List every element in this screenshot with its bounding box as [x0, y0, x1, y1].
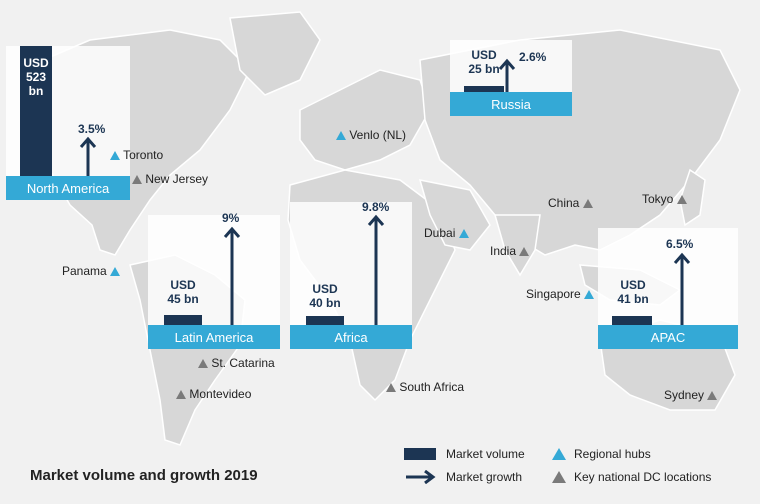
apac-volume-label: USD 41 bn: [617, 278, 649, 306]
europe-land: [299, 69, 431, 171]
location-tokyo: Tokyo: [642, 192, 687, 206]
location-india: India: [490, 244, 530, 258]
location-montevideo: Montevideo: [176, 387, 251, 401]
africa-panel: [290, 202, 412, 325]
japan-land: [679, 168, 706, 227]
russia-growth-arrow: [498, 58, 516, 92]
apac-growth-label: 6.5%: [666, 237, 694, 251]
legend-national-dc: Key national DC locations: [552, 470, 711, 484]
north-america-volume-bar: [20, 46, 52, 176]
africa-volume-label: USD 40 bn: [309, 282, 341, 310]
apac-band: APAC: [598, 325, 738, 349]
location-panama: Panama: [62, 264, 121, 278]
latin-america-volume-label: USD 45 bn: [167, 278, 199, 306]
national-dc-icon: [552, 471, 566, 483]
regional-hub-icon: [458, 229, 469, 239]
location-singapore: Singapore: [526, 287, 595, 301]
regional-hub-icon: [552, 448, 566, 460]
regional-hub-icon: [110, 151, 120, 161]
russia-band: Russia: [450, 92, 572, 116]
north-america-band: North America: [6, 176, 130, 200]
national-dc-icon: [676, 195, 687, 205]
legend-market-growth: Market growth: [404, 470, 522, 484]
location-venlo: Venlo (NL): [336, 128, 406, 142]
national-dc-icon: [707, 391, 718, 401]
location-new-jersey: New Jersey: [132, 172, 208, 186]
market-volume-swatch: [404, 448, 436, 460]
africa-growth-arrow: [367, 214, 385, 325]
national-dc-icon: [176, 390, 186, 400]
regional-hub-icon: [336, 131, 346, 141]
greenland-land: [229, 11, 321, 96]
latin-america-growth-label: 9%: [222, 211, 240, 225]
market-growth-arrow-icon: [406, 470, 436, 484]
latin-america-growth-arrow: [223, 226, 241, 325]
national-dc-icon: [519, 247, 530, 257]
russia-volume-bar: [464, 86, 504, 92]
africa-volume-bar: [306, 316, 344, 325]
location-south-africa: South Africa: [386, 380, 464, 394]
location-st-catarina: St. Catarina: [198, 356, 275, 370]
location-sydney: Sydney: [664, 388, 718, 402]
regional-hub-icon: [110, 267, 121, 277]
africa-band: Africa: [290, 325, 412, 349]
north-america-volume-label: USD 523 bn: [23, 56, 49, 98]
arabia-land: [418, 179, 491, 251]
national-dc-icon: [386, 383, 396, 393]
location-toronto: Toronto: [110, 148, 163, 162]
india-land: [494, 214, 541, 277]
russia-volume-label: USD 25 bn: [468, 48, 500, 76]
north-america-growth-arrow: [79, 136, 97, 176]
regional-hub-icon: [584, 290, 595, 300]
apac-panel: [598, 228, 738, 325]
latin-america-panel: [148, 215, 280, 325]
national-dc-icon: [582, 199, 593, 209]
national-dc-icon: [132, 175, 142, 185]
latin-america-volume-bar: [164, 315, 202, 325]
latin-america-band: Latin America: [148, 325, 280, 349]
legend-regional-hubs: Regional hubs: [552, 447, 651, 461]
map-title: Market volume and growth 2019: [30, 467, 258, 484]
legend-market-volume: Market volume: [404, 447, 525, 461]
russia-growth-label: 2.6%: [519, 50, 547, 64]
apac-volume-bar: [612, 316, 652, 325]
apac-growth-arrow: [673, 252, 691, 325]
africa-growth-label: 9.8%: [362, 200, 390, 214]
location-china: China: [548, 196, 593, 210]
location-dubai: Dubai: [424, 226, 469, 240]
national-dc-icon: [198, 359, 208, 369]
north-america-growth-label: 3.5%: [78, 122, 106, 136]
